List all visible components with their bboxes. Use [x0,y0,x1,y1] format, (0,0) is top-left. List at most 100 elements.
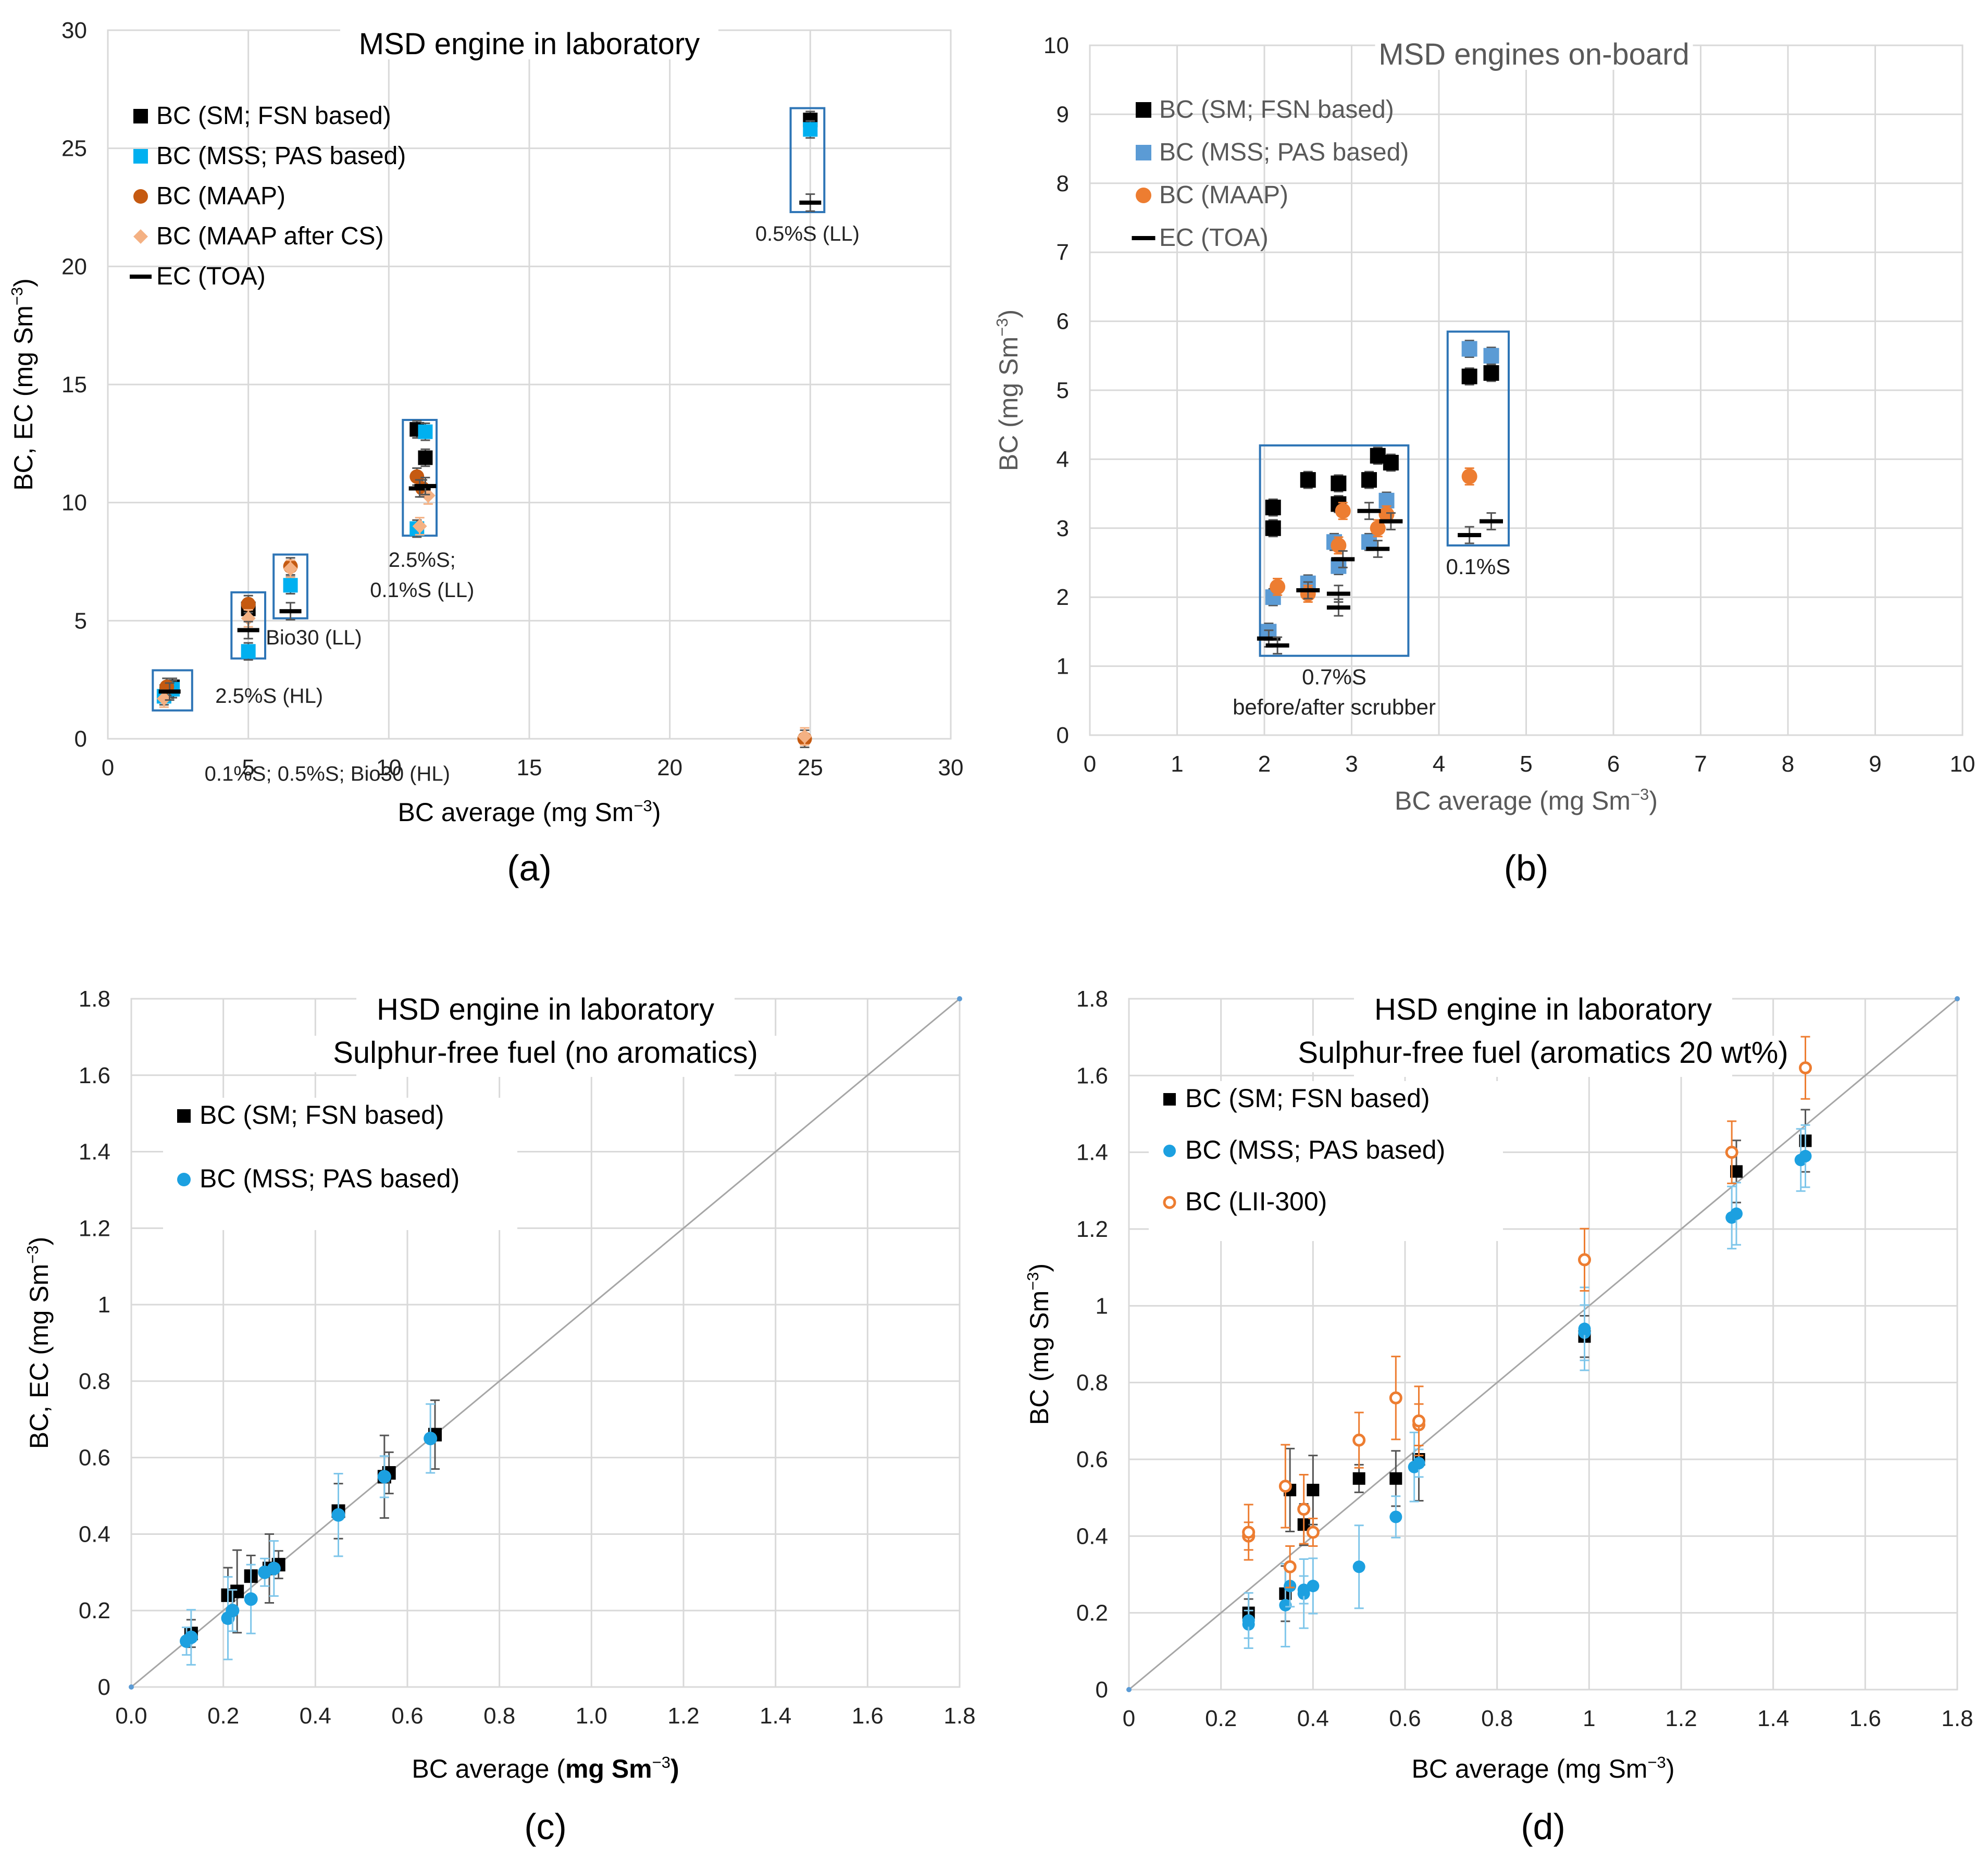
legend-label: BC (SM; FSN based) [200,1100,444,1130]
y-tick-label: 1 [98,1292,110,1318]
legend-marker [1136,145,1151,160]
chart-panel-2: 0 1 2 3 4 5 6 7 8 9 10 0 1 2 3 4 5 6 7 8 9 10 MSD engines on-b… [993,33,1975,888]
x-tick-label: 0 [1084,751,1096,777]
data-point [1307,1580,1320,1593]
legend-label: BC (MAAP) [1159,181,1288,209]
x-tick-label: 1 [1171,751,1183,777]
legend-label: BC (MSS; PAS based) [1185,1135,1445,1164]
legend-label: BC (MSS; PAS based) [156,142,406,170]
title-background [1375,39,1693,70]
group-label: 0.1%S (LL) [370,579,474,602]
data-point [1296,588,1320,592]
y-axis-label: BC, EC (mg Sm−3) [23,1237,54,1449]
legend-item: BC (MAAP) [133,182,285,210]
data-point [1297,1503,1311,1516]
data-point [1578,1322,1591,1335]
y-tick-label: 10 [1043,33,1069,58]
group-box [1259,444,1410,657]
panel-label: (d) [1521,1806,1565,1847]
data-point [283,578,298,593]
data-point [799,200,822,205]
data-point [1461,468,1477,485]
data-point [1257,636,1281,641]
data-point [420,488,436,503]
y-tick-label: 3 [1057,516,1069,541]
legend-label: BC (MAAP after CS) [156,222,384,250]
x-axis-label-close: ) [670,1754,679,1783]
y-tick-label: 1 [1096,1293,1108,1319]
data-point [226,1604,240,1618]
x-axis-label: BC average (mg Sm−3) [398,797,661,827]
y-tick-label: 1 [1057,654,1069,679]
y-tick-label: 0.2 [79,1598,110,1623]
data-point [1370,448,1386,464]
legend-marker [1136,102,1151,118]
data-point [283,561,298,576]
x-tick-label: 0 [102,755,114,780]
y-axis-label: BC (mg Sm−3) [993,309,1023,471]
y-tick-label: 0 [1057,723,1069,748]
y-tick-label: 0.4 [79,1521,110,1547]
y-axis-label-exp: −3 [1024,1272,1042,1290]
data-point [1331,475,1347,491]
x-tick-label: 1.0 [576,1703,607,1729]
x-axis-label: BC average (mg Sm−3) [1412,1753,1675,1783]
y-axis-label-exp: −3 [8,287,26,305]
y-tick-label: 0 [1096,1677,1108,1703]
group-label: 2.5%S (HL) [215,685,323,708]
data-point [1278,1480,1292,1493]
x-tick-label: 1.8 [1941,1706,1973,1731]
y-tick-label: 1.6 [79,1063,110,1088]
data-point [1242,1614,1255,1627]
x-tick-label: 8 [1782,751,1794,777]
legend: BC (SM; FSN based) BC (MSS; PAS based) BC … [1149,1081,1503,1241]
data-point [418,424,433,439]
series-4 [156,486,812,746]
data-point [1283,1560,1297,1573]
legend-item: BC (MSS; PAS based) [1136,139,1409,166]
legend-item: BC (SM; FSN based) [177,1100,444,1130]
x-tick-label: 30 [938,755,964,780]
data-point [267,1561,281,1576]
x-tick-label: 10 [376,755,402,780]
data-point [1265,500,1281,516]
data-point [1361,472,1377,488]
x-tick-label: 1.2 [1665,1706,1697,1731]
y-tick-label: 25 [61,136,87,162]
chart-title: HSD engine in laboratory [377,993,714,1026]
data-point [237,628,259,632]
legend-label: EC (TOA) [156,263,266,290]
y-tick-label: 1.8 [79,986,110,1012]
y-tick-label: 7 [1057,240,1069,265]
data-point [241,644,256,659]
data-point [1730,1207,1743,1220]
x-tick-label: 2 [1258,751,1271,777]
legend-marker [1132,236,1155,240]
x-axis-label-exp: −3 [652,1753,670,1771]
chart-title: MSD engine in laboratory [359,27,700,61]
reference-line-start [1126,1687,1132,1692]
y-tick-label: 2 [1057,585,1069,610]
data-point [1242,1525,1256,1539]
x-axis-label-text: BC average (mg Sm [1395,786,1631,815]
legend-marker [177,1109,191,1123]
data-point [1461,368,1477,384]
x-axis-label: BC average (mg Sm−3) [412,1753,679,1783]
data-point [1389,1472,1402,1485]
y-axis-label: BC (mg Sm−3) [1024,1263,1054,1425]
x-tick-label: 4 [1433,751,1445,777]
legend-item: BC (MSS; PAS based) [1163,1135,1445,1164]
x-tick-label: 1.2 [667,1703,699,1729]
x-axis-label-bold: mg Sm [565,1754,652,1783]
x-tick-label: 0.4 [300,1703,331,1729]
x-tick-label: 25 [798,755,823,780]
data-point [158,689,181,694]
chart-panel-1: 0 5 10 15 20 25 30 0 5 10 15 20 25 30 MSD engine in la… [8,18,963,888]
x-tick-label: 1.6 [852,1703,884,1729]
x-axis-label-exp: −3 [633,797,652,815]
panel-label: (a) [507,848,552,888]
legend-item: BC (MSS; PAS based) [177,1164,459,1193]
x-tick-label: 0.8 [483,1703,515,1729]
legend-marker [1136,188,1151,203]
